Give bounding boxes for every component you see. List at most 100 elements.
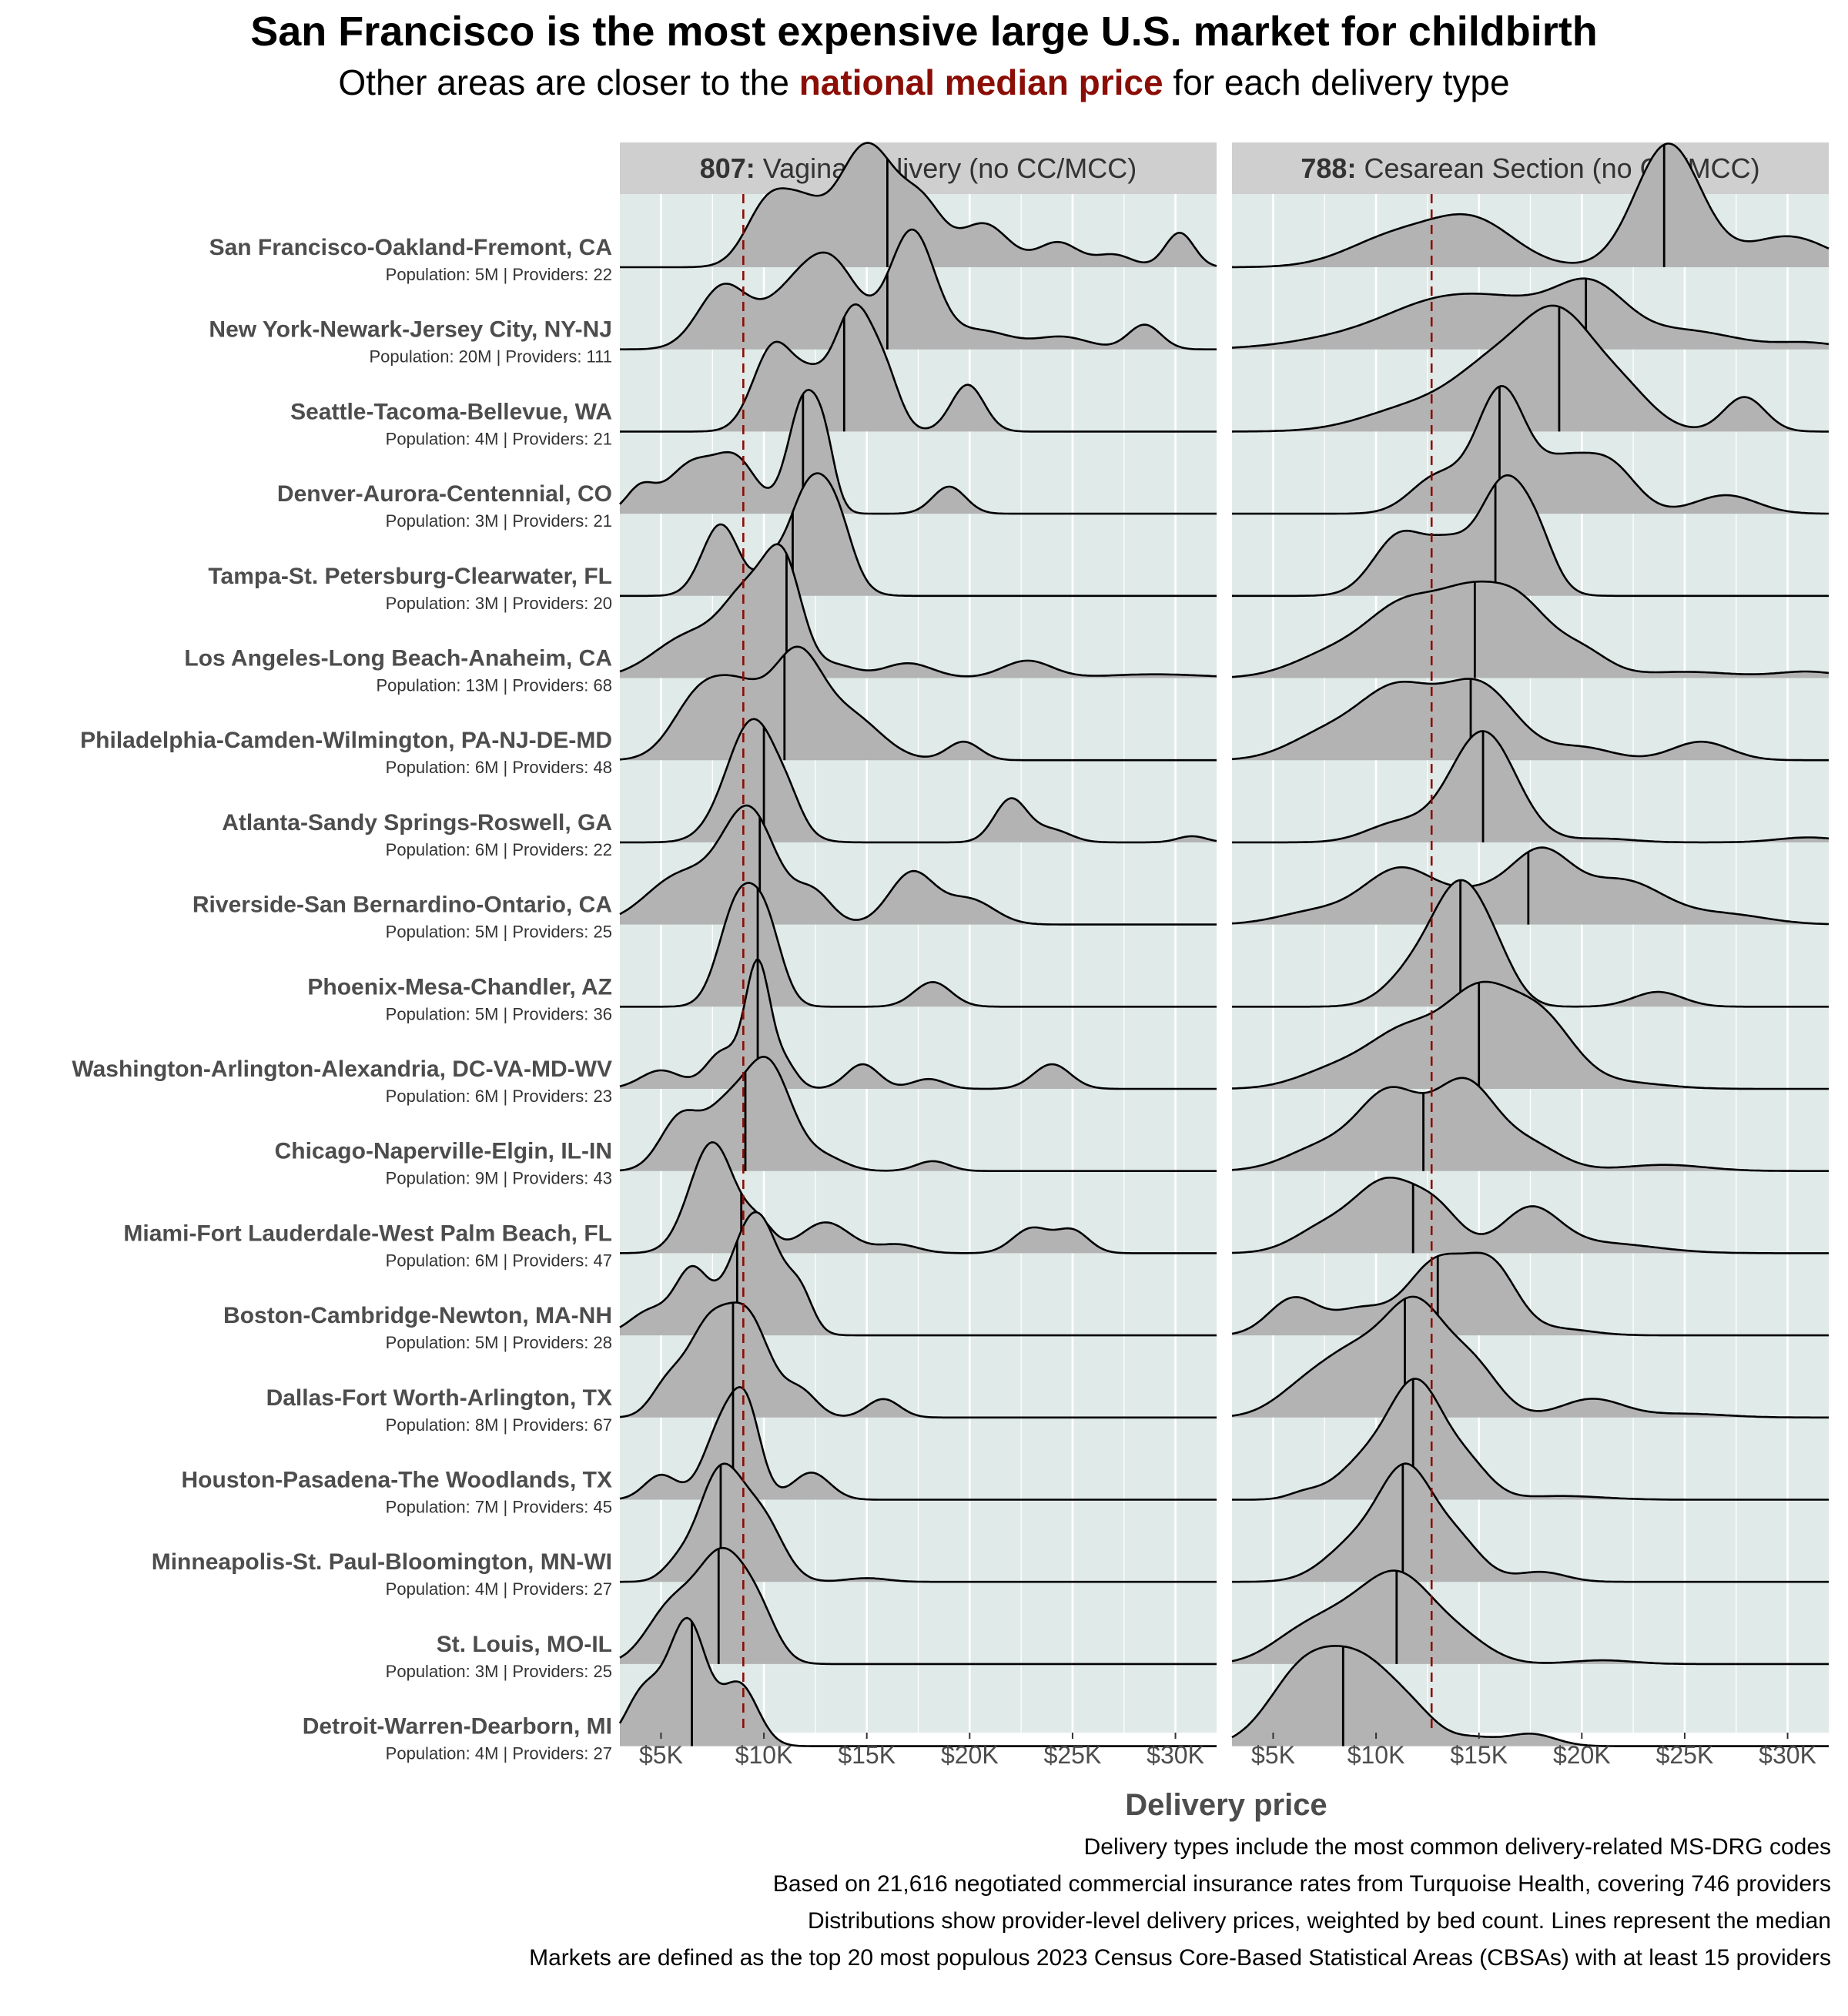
- facet-code: 807:: [700, 152, 755, 184]
- density-area: [1232, 847, 1829, 925]
- market-info: Population: 13M | Providers: 68: [376, 676, 612, 695]
- density-area: [620, 1548, 1217, 1664]
- density-area: [620, 959, 1217, 1089]
- x-tick-label: $20K: [1553, 1741, 1611, 1769]
- market-info: Population: 8M | Providers: 67: [386, 1415, 612, 1435]
- market-label: St. Louis, MO-IL: [437, 1632, 612, 1657]
- subtitle-after: for each delivery type: [1173, 62, 1510, 102]
- density-area: [1232, 1463, 1829, 1582]
- market-label: Seattle-Tacoma-Bellevue, WA: [290, 399, 612, 424]
- density-line: [1231, 1295, 1829, 1419]
- subtitle-highlight: national median price: [798, 62, 1163, 102]
- market-info: Population: 3M | Providers: 21: [386, 511, 612, 531]
- density-line: [1232, 142, 1830, 269]
- market-info: Population: 6M | Providers: 22: [386, 840, 612, 859]
- density-line: [619, 1546, 1217, 1666]
- density-area: [620, 142, 1217, 267]
- facet-strip: [1232, 142, 1829, 194]
- density-line: [619, 1140, 1217, 1254]
- density-line: [1231, 678, 1829, 762]
- density-line: [619, 388, 1217, 515]
- subtitle-before: Other areas are closer to the: [338, 62, 789, 102]
- density-line: [1231, 1077, 1829, 1172]
- density-line: [620, 142, 1217, 269]
- market-info: Population: 20M | Providers: 111: [369, 347, 612, 367]
- caption-line: Delivery types include the most common d…: [1083, 1834, 1831, 1860]
- density-area: [1232, 731, 1829, 842]
- market-info: Population: 5M | Providers: 36: [386, 1004, 612, 1023]
- density-line: [1231, 980, 1829, 1090]
- density-line: [1231, 304, 1829, 433]
- density-line: [619, 1385, 1217, 1501]
- market-label: San Francisco-Oakland-Fremont, CA: [209, 235, 612, 260]
- density-line: [1232, 1462, 1829, 1583]
- caption-line: Markets are defined as the top 20 most p…: [529, 1945, 1831, 1971]
- density-line: [619, 958, 1217, 1090]
- density-line: [620, 1462, 1217, 1583]
- density-area: [1232, 475, 1829, 596]
- density-line: [1232, 1378, 1829, 1501]
- market-label: Boston-Cambridge-Newton, MA-NH: [223, 1303, 612, 1328]
- market-info: Population: 4M | Providers: 21: [386, 429, 612, 448]
- density-area: [620, 1302, 1217, 1418]
- density-line: [1232, 879, 1829, 1008]
- density-area: [1232, 1252, 1829, 1336]
- density-line: [1231, 1569, 1829, 1666]
- density-line: [1231, 1177, 1829, 1254]
- x-tick-label: $15K: [838, 1741, 896, 1769]
- density-area: [1232, 1177, 1829, 1254]
- market-label: Philadelphia-Camden-Wilmington, PA-NJ-DE…: [80, 728, 612, 753]
- density-line: [1231, 277, 1830, 349]
- x-tick-label: $25K: [1656, 1741, 1714, 1769]
- density-area: [1232, 305, 1829, 432]
- density-area: [1232, 1570, 1829, 1664]
- density-line: [1232, 385, 1829, 515]
- density-line: [619, 543, 1217, 678]
- density-line: [619, 804, 1217, 926]
- density-area: [620, 1142, 1217, 1254]
- x-axis-label: Delivery price: [1125, 1788, 1327, 1822]
- market-info: Population: 5M | Providers: 25: [386, 923, 612, 942]
- density-line: [619, 645, 1217, 762]
- market-info: Population: 3M | Providers: 25: [386, 1662, 612, 1681]
- density-line: [619, 1301, 1217, 1419]
- chart-subtitle: Other areas are closer to the national m…: [0, 62, 1848, 103]
- density-line: [620, 303, 1217, 433]
- density-line: [619, 1211, 1217, 1337]
- density-area: [1232, 678, 1829, 761]
- market-info: Population: 6M | Providers: 48: [386, 758, 612, 777]
- density-area: [620, 805, 1217, 925]
- density-area: [620, 1212, 1217, 1336]
- x-tick-label: $30K: [1759, 1741, 1816, 1769]
- density-line: [1231, 846, 1830, 926]
- facet-strip: [620, 142, 1217, 194]
- market-label: New York-Newark-Jersey City, NY-NJ: [209, 317, 612, 343]
- market-info: Population: 9M | Providers: 43: [386, 1169, 612, 1188]
- density-area: [620, 304, 1217, 432]
- facet-label: Cesarean Section (no CC/MCC): [1356, 152, 1759, 184]
- market-info: Population: 6M | Providers: 47: [386, 1251, 612, 1270]
- x-tick-label: $10K: [1348, 1741, 1405, 1769]
- caption-line: Based on 21,616 negotiated commercial in…: [772, 1871, 1831, 1897]
- x-tick-label: $25K: [1044, 1741, 1102, 1769]
- density-line: [1231, 580, 1830, 678]
- density-area: [1232, 278, 1829, 350]
- x-tick-label: $20K: [941, 1741, 999, 1769]
- density-area: [1232, 143, 1829, 267]
- market-label: Phoenix-Mesa-Chandler, AZ: [307, 974, 612, 1000]
- density-area: [1232, 1077, 1829, 1171]
- x-tick-label: $10K: [735, 1741, 793, 1769]
- facet-label: Vaginal Delivery (no CC/MCC): [755, 152, 1137, 184]
- density-line: [1231, 1645, 1829, 1747]
- market-label: Denver-Aurora-Centennial, CO: [277, 481, 612, 507]
- market-info: Population: 3M | Providers: 20: [386, 594, 612, 613]
- density-line: [1232, 730, 1830, 844]
- market-label: Houston-Pasadena-The Woodlands, TX: [182, 1468, 612, 1493]
- density-area: [1232, 982, 1829, 1089]
- density-area: [620, 646, 1217, 761]
- market-label: Los Angeles-Long Beach-Anaheim, CA: [184, 646, 612, 671]
- density-area: [1232, 1378, 1829, 1500]
- caption-line: Distributions show provider-level delive…: [807, 1908, 1831, 1934]
- density-line: [1231, 1251, 1829, 1337]
